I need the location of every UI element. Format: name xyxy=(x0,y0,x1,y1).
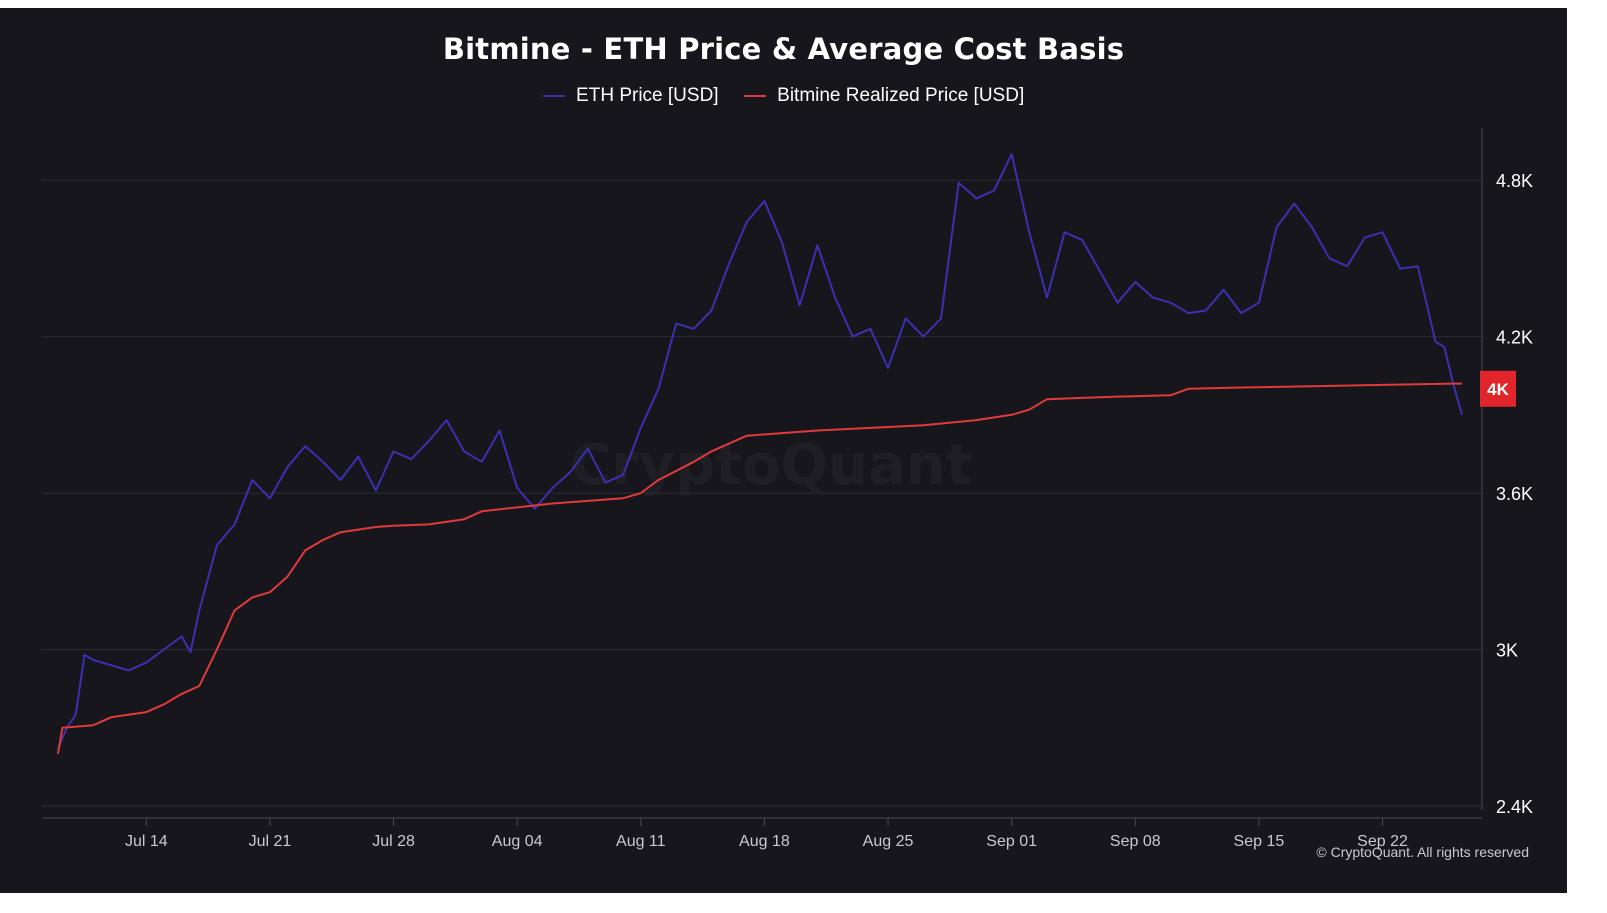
current-value-label: 4K xyxy=(1487,380,1509,399)
legend-swatch-realized-price xyxy=(743,94,766,97)
legend-swatch-eth-price xyxy=(542,94,565,97)
x-tick-label: Aug 04 xyxy=(492,833,543,850)
y-tick-label: 3K xyxy=(1496,641,1518,661)
x-tick-label: Sep 08 xyxy=(1110,833,1161,850)
chart-frame: CryptoQuant 2.4K 3K 3.6K 4.2K 4.8K Jul 14 Jul … xyxy=(0,8,1567,893)
x-tick-label: Aug 18 xyxy=(739,833,790,850)
legend: ETH Price [USD] Bitmine Realized Price [… xyxy=(0,85,1567,107)
y-tick-label: 2.4K xyxy=(1496,797,1533,817)
x-tick-label: Aug 11 xyxy=(616,833,666,850)
realized-price-line xyxy=(57,382,1462,754)
legend-item-eth-price[interactable]: ETH Price [USD] xyxy=(542,85,719,107)
legend-label-realized-price: Bitmine Realized Price [USD] xyxy=(777,85,1025,106)
current-value-badge xyxy=(1480,370,1516,407)
chart-title: Bitmine - ETH Price & Average Cost Basis xyxy=(442,32,1125,66)
x-tick-label: Sep 22 xyxy=(1357,833,1408,850)
eth-price-line xyxy=(57,153,1463,749)
y-tick-label: 4.8K xyxy=(1496,171,1533,191)
watermark: CryptoQuant xyxy=(570,433,973,498)
x-tick-label: Aug 25 xyxy=(863,833,914,850)
copyright-notice: © CryptoQuant. All rights reserved xyxy=(1316,844,1529,860)
legend-item-realized-price[interactable]: Bitmine Realized Price [USD] xyxy=(743,85,1025,107)
y-tick-label: 4.2K xyxy=(1496,328,1533,348)
chart-plot: 2.4K 3K 3.6K 4.2K 4.8K Jul 14 Jul 21 Jul 28 Aug … xyxy=(42,128,1533,850)
legend-label-eth-price: ETH Price [USD] xyxy=(576,85,719,106)
x-tick-label: Sep 15 xyxy=(1234,833,1285,850)
x-tick-label: Jul 28 xyxy=(372,833,415,850)
y-tick-label: 3.6K xyxy=(1496,484,1533,504)
x-tick-label: Sep 01 xyxy=(986,833,1037,850)
x-tick-label: Jul 21 xyxy=(249,833,292,850)
x-tick-label: Jul 14 xyxy=(125,833,168,850)
